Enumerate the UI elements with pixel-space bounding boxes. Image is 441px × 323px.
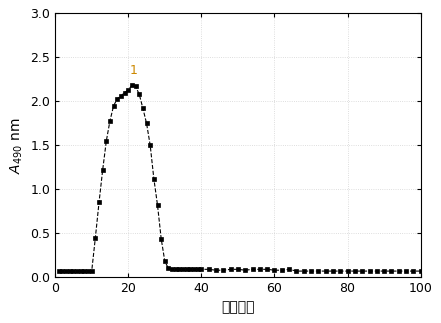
Text: 1: 1 xyxy=(130,64,138,77)
X-axis label: 洗脱管数: 洗脱管数 xyxy=(221,301,255,315)
Y-axis label: $A_{490}$ nm: $A_{490}$ nm xyxy=(8,117,25,174)
